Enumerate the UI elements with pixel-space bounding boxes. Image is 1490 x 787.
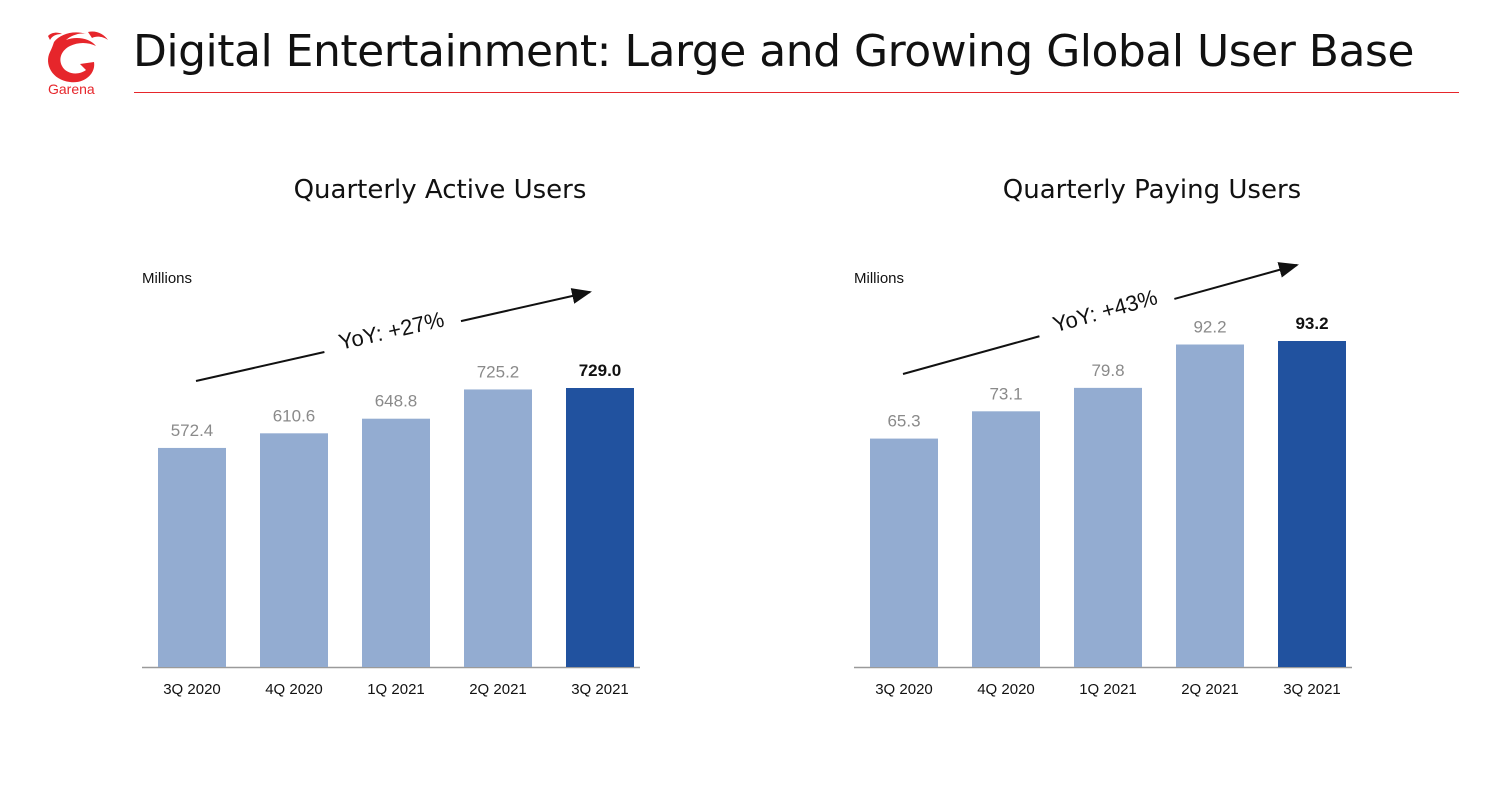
x-tick-label: 3Q 2021 <box>571 681 629 698</box>
garena-dragon-icon <box>48 31 108 83</box>
data-label: 729.0 <box>579 361 622 380</box>
logo-text: Garena <box>48 81 95 97</box>
bar <box>260 433 328 667</box>
x-tick-label: 1Q 2021 <box>367 681 425 698</box>
x-tick-label: 4Q 2020 <box>265 681 323 698</box>
x-tick-label: 4Q 2020 <box>977 681 1035 698</box>
chart-active-users: Quarterly Active Users Millions 572.4 3Q … <box>130 150 750 720</box>
chart-paying-users: Quarterly Paying Users Millions 65.3 3Q 2… <box>842 150 1462 720</box>
data-label: 93.2 <box>1295 314 1328 333</box>
data-label: 572.4 <box>171 421 214 440</box>
garena-logo <box>40 28 112 98</box>
data-label: 610.6 <box>273 406 316 425</box>
bar <box>1278 341 1346 667</box>
bar <box>566 388 634 667</box>
bar <box>870 438 938 667</box>
bar <box>1176 344 1244 667</box>
title-divider <box>134 92 1459 93</box>
bar <box>158 447 226 667</box>
bar <box>972 411 1040 667</box>
data-label: 73.1 <box>989 384 1022 403</box>
unit-label: Millions <box>854 270 905 287</box>
data-label: 648.8 <box>375 392 418 411</box>
x-tick-label: 2Q 2021 <box>1181 681 1239 698</box>
bar <box>464 389 532 667</box>
x-tick-label: 3Q 2020 <box>163 681 221 698</box>
chart-title: Quarterly Active Users <box>293 175 587 205</box>
data-label: 725.2 <box>477 362 520 381</box>
yoy-annotation: YoY: +43% <box>1050 284 1160 337</box>
unit-label: Millions <box>142 270 193 287</box>
chart-title: Quarterly Paying Users <box>1002 175 1302 205</box>
data-label: 92.2 <box>1193 317 1226 336</box>
x-tick-label: 3Q 2020 <box>875 681 933 698</box>
yoy-annotation: YoY: +27% <box>336 307 446 355</box>
data-label: 79.8 <box>1091 361 1124 380</box>
chart-paying-users-plot: 65.3 3Q 2020 73.1 4Q 2020 79.8 1Q 2021 92.2 2Q … <box>854 262 1352 698</box>
trend-arrow-segment <box>902 335 1040 375</box>
trend-arrow-icon <box>1174 262 1299 300</box>
x-tick-label: 1Q 2021 <box>1079 681 1137 698</box>
bar <box>1074 387 1142 667</box>
data-label: 65.3 <box>887 412 920 431</box>
chart-active-users-plot: 572.4 3Q 2020 610.6 4Q 2020 648.8 1Q 2021 725.… <box>142 288 640 698</box>
x-tick-label: 3Q 2021 <box>1283 681 1341 698</box>
page-title: Digital Entertainment: Large and Growing… <box>133 26 1414 77</box>
trend-arrow-segment <box>195 351 325 382</box>
trend-arrow-icon <box>460 288 592 323</box>
bar <box>362 418 430 667</box>
x-tick-label: 2Q 2021 <box>469 681 527 698</box>
